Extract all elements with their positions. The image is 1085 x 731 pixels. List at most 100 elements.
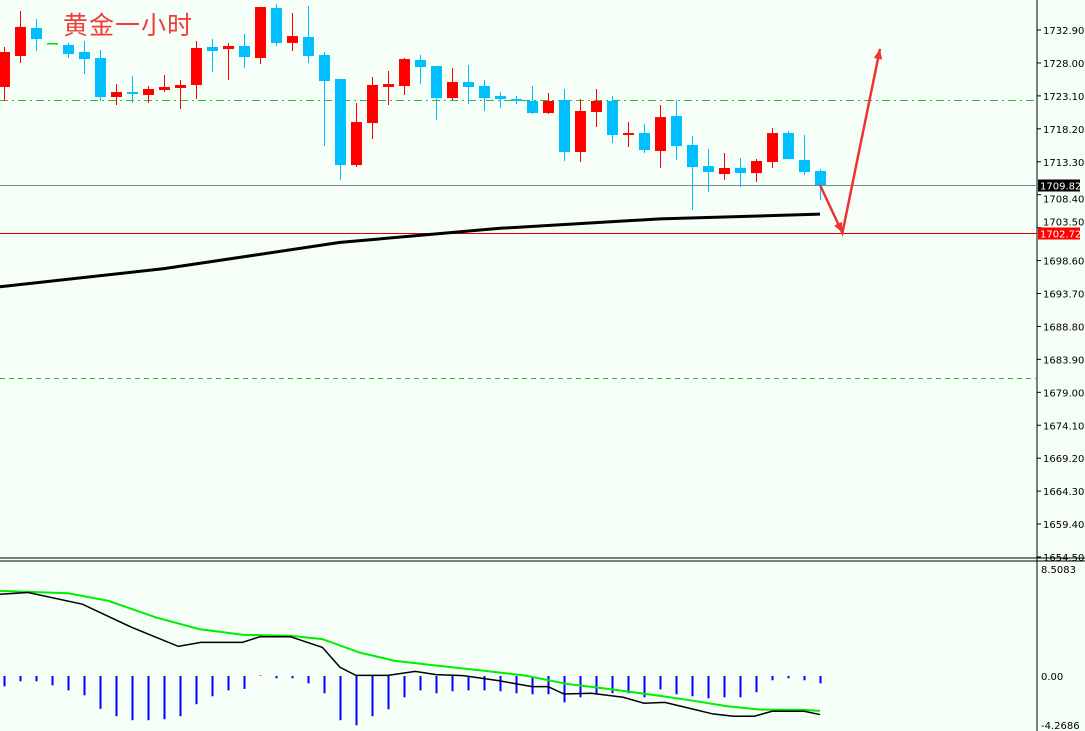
candle — [159, 75, 170, 93]
candle — [527, 85, 538, 115]
price-tick-label: 1669.20 — [1043, 454, 1084, 465]
candle-body — [63, 44, 74, 54]
candle-body — [575, 110, 586, 153]
price-tick-label: 1679.00 — [1043, 388, 1084, 399]
candle-body — [479, 85, 490, 99]
candle — [15, 10, 26, 64]
candle-body — [607, 100, 618, 135]
candle-body — [799, 160, 810, 173]
candle — [447, 67, 458, 101]
candle — [303, 6, 314, 64]
candle — [383, 71, 394, 106]
price-tick-label: 1664.30 — [1043, 487, 1084, 498]
price-tick-label: 1723.10 — [1043, 92, 1084, 103]
candle-body — [143, 89, 154, 96]
candle-body — [159, 87, 170, 91]
candle-body — [111, 92, 122, 98]
candle — [687, 136, 698, 211]
candle — [463, 65, 474, 105]
candle — [703, 149, 714, 193]
candle — [639, 124, 650, 154]
candle — [399, 58, 410, 96]
candle — [127, 75, 138, 104]
price-tick-label: 1654.50 — [1043, 553, 1084, 564]
candle — [623, 122, 634, 148]
candle-body — [511, 99, 522, 101]
candle-body — [655, 117, 666, 151]
candle-body — [399, 59, 410, 86]
price-tick-label: 1674.10 — [1043, 421, 1084, 432]
candle-body — [623, 133, 634, 135]
candle — [239, 34, 250, 68]
candle — [751, 159, 762, 183]
candle-body — [79, 51, 90, 60]
candle — [783, 131, 794, 160]
candle — [47, 42, 58, 45]
candle-body — [639, 133, 650, 151]
candle-body — [95, 58, 106, 98]
candle — [543, 92, 554, 115]
arrow-head-up-icon — [873, 48, 883, 60]
candle-body — [783, 133, 794, 160]
price-tick-label: 1718.20 — [1043, 125, 1084, 136]
price-tick-label: 1732.90 — [1043, 26, 1084, 37]
candle-body — [671, 116, 682, 147]
candle — [95, 50, 106, 101]
candle — [367, 76, 378, 140]
candle-body — [367, 84, 378, 124]
candle — [431, 66, 442, 121]
price-tick-label: 1708.40 — [1043, 195, 1084, 206]
candle-body — [191, 48, 202, 85]
price-tick-label: 1698.60 — [1043, 257, 1084, 268]
price-label-text: 1702.72 — [1040, 230, 1081, 241]
candle-body — [239, 45, 250, 58]
candle-body — [703, 166, 714, 173]
candle — [287, 12, 298, 51]
candle — [207, 39, 218, 73]
candle — [255, 7, 266, 65]
arrow-head-down-icon — [834, 221, 843, 233]
candle-body — [767, 133, 778, 163]
candle — [591, 89, 602, 127]
price-label-badge — [1038, 179, 1080, 192]
candle-body — [559, 100, 570, 153]
candle — [479, 80, 490, 111]
candle — [335, 79, 346, 181]
candle — [31, 18, 42, 51]
candle — [511, 96, 522, 105]
price-tick-label: 1688.80 — [1043, 322, 1084, 333]
candle-body — [175, 84, 186, 89]
candle-body — [591, 100, 602, 113]
candle-body — [31, 27, 42, 40]
candle — [559, 89, 570, 162]
candle-body — [0, 51, 10, 88]
price-label-badge — [1038, 227, 1080, 240]
candle — [735, 158, 746, 188]
candle — [0, 47, 10, 101]
candle-body — [287, 36, 298, 43]
price-tick-label: 1683.90 — [1043, 355, 1084, 366]
candle-body — [527, 100, 538, 114]
price-tick-label: 1693.70 — [1043, 290, 1084, 301]
candle — [799, 134, 810, 176]
candle — [111, 84, 122, 106]
candle-body — [223, 45, 234, 50]
macd-tick-label: -4.2686 — [1041, 721, 1080, 731]
candle-body — [207, 47, 218, 51]
macd-signal-line — [0, 589, 821, 712]
candle-body — [271, 8, 282, 43]
price-label-text: 1709.82 — [1040, 182, 1081, 193]
candle-body — [351, 122, 362, 166]
candle-body — [543, 100, 554, 114]
price-tick-label: 1713.30 — [1043, 158, 1084, 169]
candle — [63, 42, 74, 59]
candle-body — [319, 55, 330, 82]
macd-tick-label: 0.00 — [1041, 672, 1063, 683]
candle-body — [431, 66, 442, 99]
forecast-arrow-line — [818, 48, 882, 237]
price-tick-label: 1728.00 — [1043, 59, 1084, 70]
candle-body — [335, 79, 346, 166]
moving-average-line — [0, 212, 821, 289]
candle-body — [47, 42, 58, 45]
